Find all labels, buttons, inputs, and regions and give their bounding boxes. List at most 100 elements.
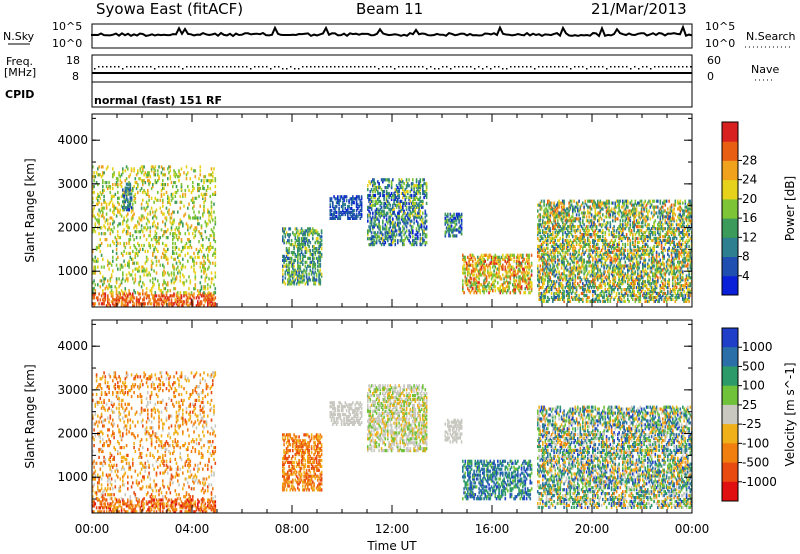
data-cell — [604, 205, 607, 209]
data-cell — [369, 190, 372, 194]
data-cell — [197, 251, 199, 255]
data-cell — [585, 280, 588, 284]
data-cell — [204, 192, 207, 196]
nave-dot — [126, 66, 128, 68]
data-cell — [517, 259, 519, 263]
data-cell — [539, 272, 542, 276]
data-cell — [124, 263, 127, 267]
data-cell — [294, 235, 297, 239]
data-cell — [573, 260, 575, 264]
data-cell — [168, 171, 170, 175]
data-cell — [400, 205, 403, 209]
data-cell — [139, 236, 142, 240]
data-cell — [552, 266, 554, 270]
data-cell — [317, 233, 319, 237]
data-cell — [543, 299, 545, 303]
data-cell — [372, 241, 374, 245]
data-cell — [585, 215, 588, 219]
data-cell — [213, 291, 215, 295]
data-cell — [95, 202, 98, 206]
data-cell — [604, 299, 607, 303]
data-cell — [593, 244, 595, 248]
data-cell — [319, 256, 322, 260]
data-cell — [162, 304, 164, 308]
data-cell — [599, 293, 602, 298]
data-cell — [114, 285, 117, 289]
data-cell — [92, 287, 94, 291]
data-cell — [307, 241, 309, 245]
data-cell — [397, 211, 399, 215]
data-cell — [162, 198, 164, 202]
data-cell — [214, 185, 217, 189]
data-cell — [312, 278, 314, 282]
data-cell — [529, 291, 532, 295]
data-cell — [554, 219, 557, 223]
data-cell — [120, 302, 123, 306]
data-cell — [292, 243, 294, 247]
data-cell — [154, 214, 157, 218]
data-cell — [102, 206, 104, 210]
data-cell — [172, 294, 174, 298]
data-cell — [560, 284, 563, 288]
data-cell — [337, 216, 339, 220]
data-cell — [475, 267, 478, 271]
data-cell — [304, 264, 307, 268]
data-cell — [127, 304, 129, 308]
data-cell — [192, 206, 194, 210]
data-cell — [543, 201, 545, 205]
data-cell — [522, 253, 524, 257]
data-cell — [575, 297, 578, 301]
data-cell — [508, 287, 510, 291]
nave-dot — [570, 68, 572, 70]
data-cell — [554, 286, 557, 290]
data-cell — [188, 304, 190, 308]
data-cell — [92, 208, 94, 212]
data-cell — [419, 223, 422, 227]
data-cell — [577, 272, 579, 276]
data-cell — [182, 224, 184, 228]
data-cell — [539, 203, 542, 207]
data-cell — [104, 296, 107, 300]
nave-dot — [362, 66, 364, 68]
data-cell — [593, 286, 595, 290]
data-cell — [509, 257, 512, 261]
data-cell — [414, 211, 417, 215]
data-cell — [342, 207, 344, 211]
data-cell — [373, 188, 375, 192]
data-cell — [593, 238, 595, 243]
data-cell — [548, 286, 550, 290]
data-cell — [558, 225, 560, 229]
data-cell — [574, 297, 577, 301]
data-cell — [557, 238, 559, 243]
data-cell — [180, 238, 183, 242]
data-cell — [568, 291, 570, 296]
data-cell — [473, 277, 475, 281]
data-cell — [384, 235, 387, 239]
data-cell — [203, 304, 205, 308]
data-cell — [143, 243, 145, 248]
data-cell — [463, 291, 465, 295]
data-cell — [587, 199, 589, 203]
data-cell — [578, 272, 580, 276]
data-cell — [102, 165, 104, 169]
data-cell — [554, 248, 557, 252]
data-cell — [132, 214, 134, 218]
data-cell — [549, 258, 552, 262]
data-cell — [594, 272, 597, 276]
data-cell — [423, 225, 425, 229]
data-cell — [464, 281, 467, 285]
data-cell — [555, 233, 558, 237]
data-cell — [543, 231, 545, 235]
data-cell — [447, 228, 449, 232]
data-cell — [184, 188, 187, 193]
data-cell — [183, 302, 185, 306]
nave-dot — [330, 66, 332, 68]
data-cell — [590, 235, 593, 239]
data-cell — [369, 229, 372, 233]
data-cell — [412, 239, 414, 243]
data-cell — [123, 208, 125, 212]
data-cell — [204, 196, 207, 200]
data-cell — [368, 209, 370, 213]
data-cell — [540, 252, 543, 256]
data-cell — [542, 262, 544, 266]
